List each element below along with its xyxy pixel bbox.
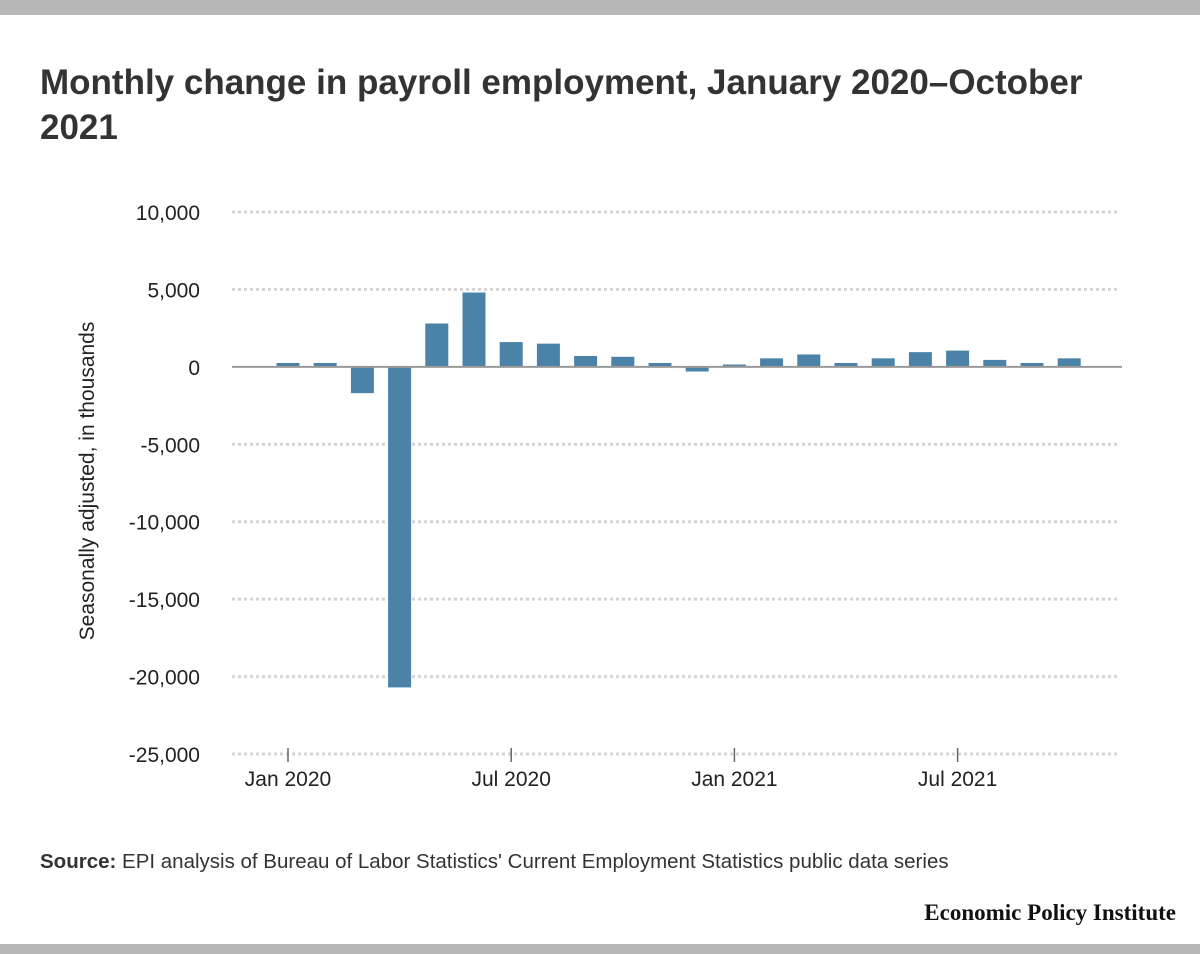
bar [536,343,560,367]
bar [834,362,858,367]
y-tick-label: -15,000 [129,589,200,612]
bar [908,352,932,367]
bar [611,356,635,367]
y-tick-label: -10,000 [129,512,200,535]
bar [574,356,598,367]
top-frame-bar [0,0,1200,15]
y-tick-label: 0 [188,357,200,380]
y-tick-label: -25,000 [129,744,200,767]
bar [388,366,412,688]
x-tick-label: Jul 2021 [918,768,997,791]
source-note: Source: EPI analysis of Bureau of Labor … [40,850,949,874]
y-tick-label: 5,000 [147,279,200,302]
bar [946,350,970,367]
bar [648,362,672,367]
bar [760,358,784,367]
bar [313,362,337,367]
bar [350,366,374,394]
bar [499,342,523,367]
bar [983,359,1007,367]
bar [871,358,895,367]
bar [462,292,486,367]
bar [797,354,821,367]
x-tick-label: Jan 2020 [245,768,331,791]
bar [722,364,746,367]
bar [276,362,300,367]
x-tick-label: Jul 2020 [471,768,550,791]
x-tick-label: Jan 2021 [691,768,777,791]
bar [1020,362,1044,367]
y-tick-label: 10,000 [136,202,200,225]
chart-title: Monthly change in payroll employment, Ja… [40,63,1083,147]
y-tick-label: -5,000 [140,434,200,457]
brand-logo-text: Economic Policy Institute [924,900,1176,925]
bar-chart: 10,000 5,000 0 -5,000 -10,000 -15,000 -20,000 -… [76,202,1122,791]
bottom-frame-bar [0,944,1200,954]
bar [1057,358,1081,367]
bar [425,323,449,367]
source-text: EPI analysis of Bureau of Labor Statisti… [116,850,949,873]
source-label: Source: [40,850,117,873]
y-axis-label: Seasonally adjusted, in thousands [76,322,99,641]
bar [685,366,709,372]
y-tick-label: -20,000 [129,667,200,690]
